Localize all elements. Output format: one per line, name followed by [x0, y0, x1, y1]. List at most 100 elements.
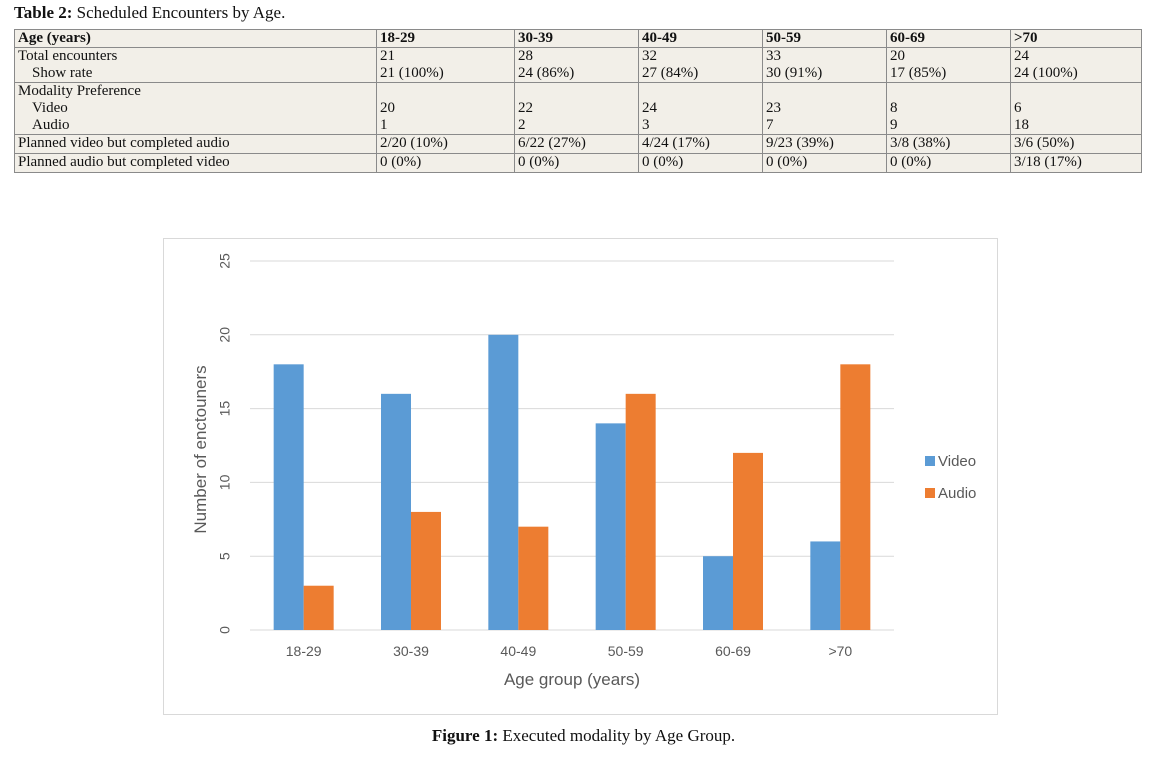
header-cell: 18-29 — [376, 29, 515, 48]
y-tick-label: 25 — [217, 253, 233, 269]
row-label-modality: Modality Preference — [18, 83, 141, 99]
table-cell: 0 (0%) — [638, 153, 763, 173]
show-value: 27 (84%) — [642, 65, 699, 81]
show-value: 17 (85%) — [890, 65, 947, 81]
row-label-planned-audio: Planned audio but completed video — [14, 153, 377, 173]
x-tick-label: 50-59 — [608, 643, 644, 659]
table-cell: 3/18 (17%) — [1010, 153, 1142, 173]
table-cell: 20 1 — [376, 82, 515, 135]
bar-video — [703, 556, 733, 630]
bar-chart: 0 5 10 15 20 25 18-29 30-39 40-49 50-59 60-69 >70 Ag… — [191, 253, 976, 689]
figure-caption-text: Executed modality by Age Group. — [498, 726, 736, 745]
x-tick-label: 60-69 — [715, 643, 751, 659]
table-cell: 0 (0%) — [376, 153, 515, 173]
total-value: 32 — [642, 48, 657, 64]
total-value: 33 — [766, 48, 781, 64]
bar-audio — [411, 511, 441, 630]
x-tick-label: 18-29 — [286, 643, 322, 659]
total-value: 28 — [518, 48, 533, 64]
x-tick-label: 30-39 — [393, 643, 429, 659]
video-value: 6 — [1014, 100, 1022, 116]
bar-video — [810, 541, 841, 630]
header-cell: Age (years) — [14, 29, 377, 48]
table-cell: 20 17 (85%) — [886, 47, 1011, 83]
table-row-modality: Modality Preference Video Audio 20 1 22 2 … — [14, 82, 1142, 135]
video-value: 24 — [642, 100, 657, 116]
table-cell: 23 7 — [762, 82, 887, 135]
audio-value: 18 — [1014, 117, 1029, 133]
legend-label-audio: Audio — [938, 485, 976, 502]
legend-swatch-video — [925, 456, 935, 466]
table-row-planned-video: Planned video but completed audio 2/20 (… — [14, 134, 1142, 154]
audio-value: 2 — [518, 117, 526, 133]
y-tick-label: 10 — [217, 474, 233, 490]
row-label-audio: Audio — [32, 117, 70, 133]
row-label-cell: Total encounters Show rate — [14, 47, 377, 83]
chart-frame: 0 5 10 15 20 25 18-29 30-39 40-49 50-59 60-69 >70 Ag… — [163, 238, 998, 715]
table-cell: 28 24 (86%) — [514, 47, 639, 83]
bar-video — [381, 393, 411, 630]
row-label-planned-video: Planned video but completed audio — [14, 134, 377, 154]
table-cell: 33 30 (91%) — [762, 47, 887, 83]
table-cell: 3/8 (38%) — [886, 134, 1011, 154]
bar-audio — [518, 526, 549, 630]
show-value: 24 (100%) — [1014, 65, 1078, 81]
bar-audio — [733, 452, 763, 630]
y-tick-label: 0 — [217, 626, 233, 634]
total-value: 20 — [890, 48, 905, 64]
audio-value: 7 — [766, 117, 774, 133]
table-caption: Table 2: Scheduled Encounters by Age. — [14, 3, 285, 23]
table-cell: 0 (0%) — [762, 153, 887, 173]
row-label-cell: Modality Preference Video Audio — [14, 82, 377, 135]
audio-value: 9 — [890, 117, 898, 133]
table-caption-text: Scheduled Encounters by Age. — [72, 3, 286, 22]
row-label-show-rate: Show rate — [32, 65, 93, 81]
encounters-table: Age (years) 18-29 30-39 40-49 50-59 60-6… — [14, 29, 1142, 173]
table-cell: 21 21 (100%) — [376, 47, 515, 83]
x-tick-label: >70 — [828, 643, 852, 659]
table-cell: 3/6 (50%) — [1010, 134, 1142, 154]
video-value: 8 — [890, 100, 898, 116]
legend-label-video: Video — [938, 453, 976, 470]
bar-audio — [303, 585, 334, 630]
header-cell: 30-39 — [514, 29, 639, 48]
table-header-row: Age (years) 18-29 30-39 40-49 50-59 60-6… — [14, 29, 1142, 48]
bar-video — [488, 334, 519, 630]
show-value: 21 (100%) — [380, 65, 444, 81]
y-axis-title: Number of enctouners — [191, 365, 210, 533]
figure-caption: Figure 1: Executed modality by Age Group… — [0, 726, 1167, 746]
table-cell: 6/22 (27%) — [514, 134, 639, 154]
table-cell: 2/20 (10%) — [376, 134, 515, 154]
row-label-total: Total encounters — [18, 48, 118, 64]
video-value: 20 — [380, 100, 395, 116]
table-row-total-show: Total encounters Show rate 21 21 (100%) 2… — [14, 47, 1142, 83]
figure-caption-label: Figure 1: — [431, 726, 499, 745]
y-tick-label: 5 — [217, 552, 233, 560]
header-cell: 60-69 — [886, 29, 1011, 48]
total-value: 24 — [1014, 48, 1029, 64]
row-label-video: Video — [32, 100, 68, 116]
total-value: 21 — [380, 48, 395, 64]
bar-audio — [840, 364, 871, 630]
table-cell: 0 (0%) — [886, 153, 1011, 173]
video-value: 22 — [518, 100, 533, 116]
header-cell: 50-59 — [762, 29, 887, 48]
table-cell: 32 27 (84%) — [638, 47, 763, 83]
bar-video — [273, 364, 304, 630]
show-value: 30 (91%) — [766, 65, 823, 81]
audio-value: 1 — [380, 117, 388, 133]
table-cell: 6 18 — [1010, 82, 1142, 135]
table-cell: 0 (0%) — [514, 153, 639, 173]
table-cell: 24 24 (100%) — [1010, 47, 1142, 83]
bar-audio — [625, 393, 656, 630]
table-cell: 22 2 — [514, 82, 639, 135]
y-tick-label: 20 — [217, 327, 233, 343]
audio-value: 3 — [642, 117, 650, 133]
x-axis-title: Age group (years) — [504, 670, 640, 689]
x-tick-label: 40-49 — [500, 643, 536, 659]
header-cell: >70 — [1010, 29, 1142, 48]
y-tick-label: 15 — [217, 401, 233, 417]
table-cell: 4/24 (17%) — [638, 134, 763, 154]
table-cell: 9/23 (39%) — [762, 134, 887, 154]
